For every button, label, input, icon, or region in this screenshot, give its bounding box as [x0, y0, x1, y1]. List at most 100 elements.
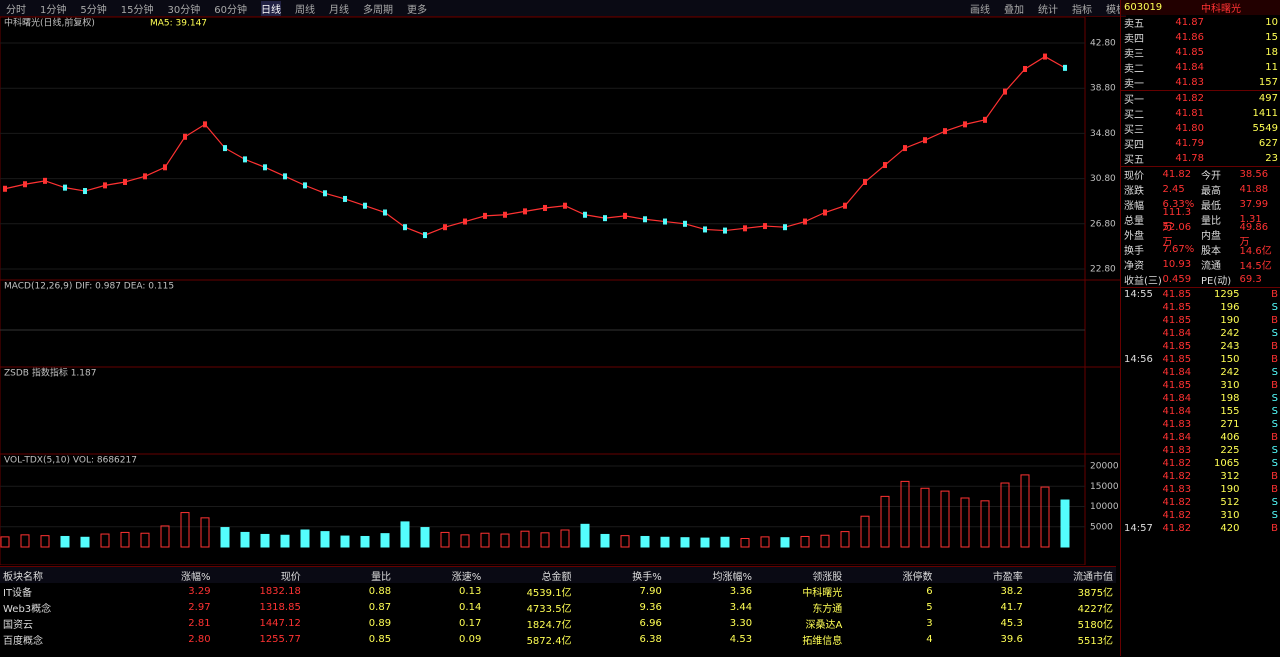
table-cell: 0.09 [459, 633, 482, 645]
tick-row: 41.85 310 B [1121, 379, 1280, 392]
book-price: 41.80 [1175, 123, 1204, 134]
book-volume: 5549 [1252, 123, 1278, 134]
toolbar-button[interactable]: 模板 [1106, 4, 1126, 16]
toolbar-tab[interactable]: 周线 [294, 4, 315, 16]
candle [203, 121, 207, 128]
toolbar-tab[interactable]: 月线 [328, 4, 349, 16]
volume-bar [320, 531, 330, 548]
toolbar-tab[interactable]: 多周期 [362, 4, 393, 16]
table-row[interactable]: IT设备 3.29 1832.18 0.88 0.13 4539.1亿 7.90 3.36 中科… [0, 583, 1116, 599]
macd-title: MACD(12,26,9) DIF: 0.987 DEA: 0.115 [4, 282, 174, 292]
table-cell: 3.30 [729, 617, 753, 629]
candle [63, 184, 67, 191]
candle [383, 209, 387, 216]
table-cell: 0.13 [459, 585, 482, 597]
candle [1023, 65, 1027, 72]
candle [343, 195, 347, 202]
tick-cell: B [1271, 523, 1278, 534]
header-cell: 均涨幅% [712, 571, 753, 583]
candle [323, 190, 327, 197]
book-row: 卖三 41.85 18 [1121, 45, 1280, 60]
stat-cell: 41.82 [1162, 169, 1192, 180]
tick-cell: 198 [1220, 393, 1240, 404]
tick-cell: S [1271, 458, 1278, 469]
volume-bar [20, 534, 30, 548]
volume-bar [160, 525, 170, 548]
stat-row: 外盘 52.06万 内盘 49.86万 [1121, 222, 1280, 248]
table-cell: 5513亿 [1077, 635, 1114, 647]
volume-bar [40, 535, 50, 548]
volume-bar [780, 537, 790, 548]
candle [303, 182, 307, 189]
book-price: 41.84 [1175, 62, 1204, 73]
toolbar-tab[interactable]: 更多 [406, 4, 427, 16]
candle [703, 226, 707, 233]
tick-cell: S [1271, 445, 1278, 456]
tick-row: 41.84 242 S [1121, 327, 1280, 340]
volume-bar [220, 527, 230, 548]
toolbar-tab[interactable]: 15分钟 [120, 4, 154, 16]
tick-cell: 242 [1220, 328, 1240, 339]
candle [843, 202, 847, 209]
table-cell: 1255.77 [259, 633, 301, 645]
volume-bar [1060, 499, 1070, 548]
toolbar-button[interactable]: 统计 [1038, 4, 1058, 16]
header-cell: 现价 [280, 571, 301, 583]
table-cell: 0.87 [368, 601, 392, 613]
volume-bar [880, 495, 890, 548]
tick-cell: 1295 [1214, 289, 1240, 300]
volume-bar [680, 537, 690, 548]
tick-row: 14:57 41.82 420 B [1121, 522, 1280, 535]
stat-row: 总量 111.3万 量比 1.31 [1121, 207, 1280, 233]
candle [283, 173, 287, 180]
candle [803, 218, 807, 225]
candle [163, 164, 167, 171]
header-cell: 领涨股 [812, 571, 843, 583]
stat-cell: 14.6亿 [1239, 246, 1272, 257]
table-row[interactable]: 国资云 2.81 1447.12 0.89 0.17 1824.7亿 6.96 3.30 深桑达… [0, 615, 1116, 631]
stat-cell: 量比 [1201, 216, 1221, 227]
toolbar-tab[interactable]: 日线 [260, 0, 281, 16]
frame [0, 17, 1086, 565]
candle [443, 224, 447, 231]
table-row[interactable]: Web3概念 2.97 1318.85 0.87 0.14 4733.5亿 9.36 3.44… [0, 599, 1116, 615]
toolbar-tab[interactable]: 1分钟 [40, 4, 67, 16]
toolbar-button[interactable]: 叠加 [1004, 4, 1024, 16]
stat-cell: 收益(三) [1124, 276, 1162, 287]
candle [723, 227, 727, 234]
table-row[interactable]: 百度概念 2.80 1255.77 0.85 0.09 5872.4亿 6.38 4.53 拓维… [0, 631, 1116, 647]
table-cell: 3875亿 [1077, 587, 1114, 599]
stat-cell: 38.56 [1239, 169, 1269, 180]
book-label: 卖四 [1124, 34, 1144, 45]
tick-row: 41.85 243 B [1121, 340, 1280, 353]
tick-cell: S [1271, 367, 1278, 378]
toolbar-tab[interactable]: 分时 [6, 4, 26, 16]
candle [463, 218, 467, 225]
volume-bar [380, 533, 390, 548]
tick-cell: 41.82 [1162, 497, 1192, 508]
toolbar-tab[interactable]: 30分钟 [167, 4, 201, 16]
toolbar-tab[interactable]: 60分钟 [214, 4, 247, 16]
quote-panel: 603019 中科曙光 卖五 41.87 10 卖四 41.86 15 卖三 41.85 18 卖二… [1120, 0, 1280, 656]
chart: 中科曙光(日线,前复权) MA5: 39.147 MACD(12,26,9) D… [0, 17, 1120, 565]
toolbar-tab[interactable]: 5分钟 [80, 4, 107, 16]
stat-cell: 41.88 [1239, 184, 1269, 195]
book-price: 41.83 [1175, 77, 1204, 88]
stat-cell: 净资 [1124, 261, 1144, 272]
candle [123, 178, 127, 185]
candle [583, 211, 587, 218]
stat-cell: 涨幅 [1124, 201, 1144, 212]
candle [83, 188, 87, 195]
table-cell: 0.85 [368, 633, 392, 645]
toolbar-button[interactable]: 指标 [1072, 4, 1092, 16]
table-cell: 5 [926, 601, 933, 613]
table-cell: 0.14 [459, 601, 482, 613]
tick-cell: 406 [1220, 432, 1240, 443]
tick-cell: 41.85 [1162, 354, 1192, 365]
tick-cell: 14:56 [1124, 354, 1153, 365]
volume-bar [740, 537, 750, 548]
toolbar-button[interactable]: 画线 [970, 4, 990, 16]
stat-row: 涨幅 6.33% 最低 37.99 [1121, 197, 1280, 212]
book-label: 卖三 [1124, 49, 1144, 60]
tick-cell: 243 [1220, 341, 1240, 352]
